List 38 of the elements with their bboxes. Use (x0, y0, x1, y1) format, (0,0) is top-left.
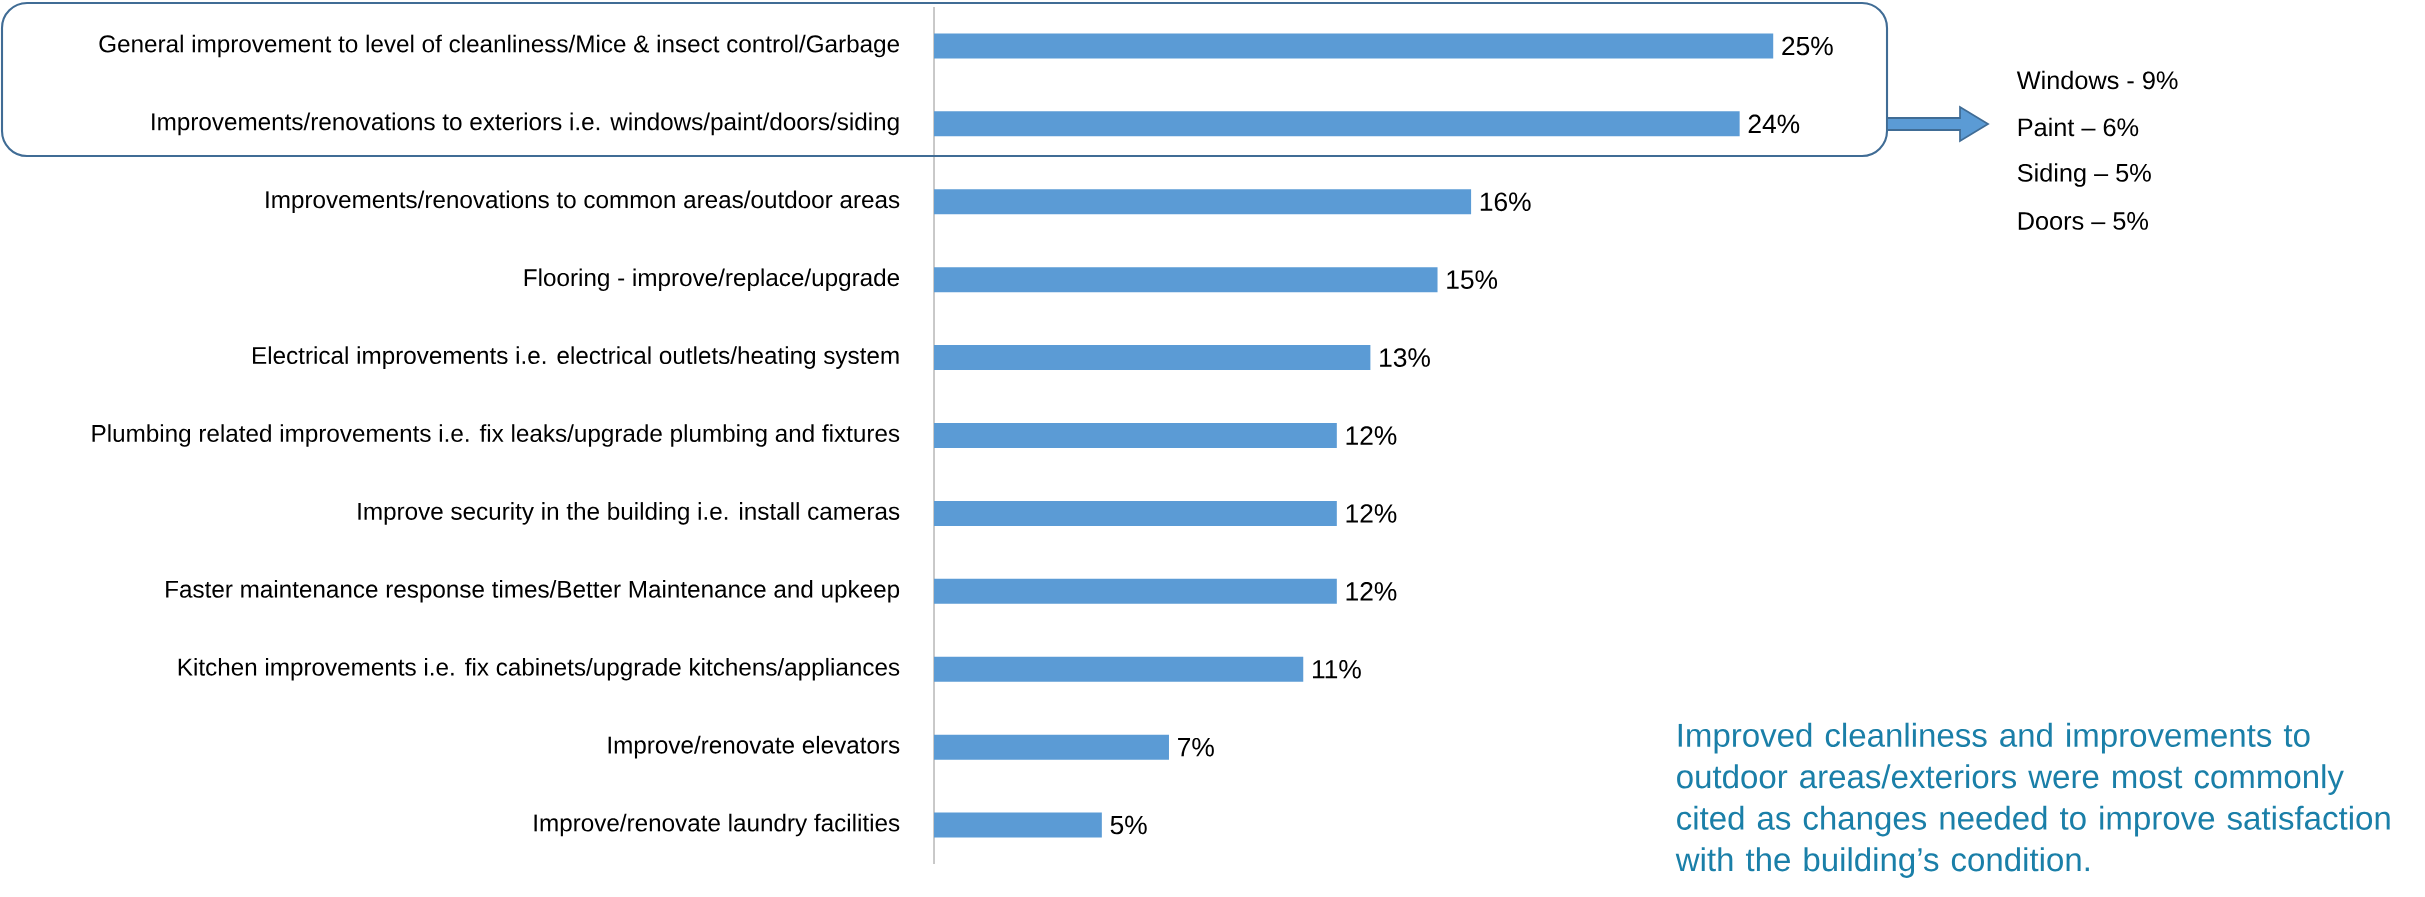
y-tick-label: Kitchen improvements i.e. fix cabinets/upgrade kitchens/appliances (178, 657, 900, 681)
text: Paint – 6% (2018, 117, 2139, 137)
y-tick-label: Improve/renovate elevators (608, 735, 900, 759)
data-label: 25% (1782, 36, 1833, 56)
data-label: 13% (1380, 348, 1430, 367)
bar (934, 345, 1371, 371)
y-tick-label: Plumbing related improvements i.e. fix leaks/upgrade plumbing and fixtures (92, 424, 900, 447)
data-label: 12% (1346, 504, 1397, 523)
bar (934, 423, 1337, 449)
y-tick-label: Flooring - improve/replace/upgrade (524, 268, 900, 291)
text: Siding – 5% (2017, 163, 2151, 187)
data-label: 24% (1748, 114, 1800, 134)
data-label: 12% (1346, 426, 1397, 445)
bar (934, 33, 1774, 59)
y-tick-label: Electrical improvements i.e. electrical outlets/heating system (253, 346, 899, 369)
bar (934, 656, 1304, 682)
bar (934, 267, 1438, 293)
bar (934, 500, 1337, 526)
bar (934, 111, 1740, 137)
bar (934, 189, 1472, 215)
y-tick-label: General improvement to level of cleanliness/Mice & insect control/Garbage (99, 34, 899, 58)
y-tick-label: Improve security in the building i.e. install cameras (358, 502, 900, 525)
bar (934, 812, 1102, 838)
data-label: 11% (1312, 660, 1361, 679)
y-tick-label: Improvements/renovations to exteriors i.e. windows/paint/doors/siding (152, 112, 899, 136)
data-label: 15% (1447, 270, 1498, 289)
y-tick-label: Improve/renovate laundry facilities (534, 813, 900, 837)
bar (934, 578, 1337, 604)
y-tick-label: Faster maintenance response times/Better Maintenance and upkeep (166, 580, 900, 603)
data-label: 7% (1178, 737, 1214, 757)
data-label: 12% (1346, 582, 1397, 601)
data-label: 16% (1480, 192, 1531, 212)
bar (934, 734, 1169, 760)
y-tick-label: Improvements/renovations to common areas/outdoor areas (266, 190, 900, 214)
annotation: Improved cleanliness and improvements to outdoor areas/exteriors were most commonly cited as changes needed to improve satisfaction with the building’s condition. (1675, 722, 2390, 878)
text: Doors – 5% (2018, 212, 2148, 230)
text: Windows - 9% (2016, 70, 2178, 90)
data-label: 5% (1110, 815, 1147, 835)
